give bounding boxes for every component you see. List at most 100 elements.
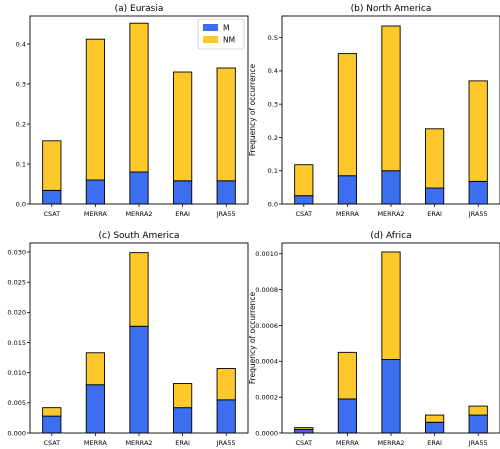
chart-panel-3: (c) South America CSAT MERRA MERRA2 ERAI JRA5…	[7, 231, 249, 447]
bar-nm-erai	[424, 128, 445, 189]
bar-m-erai	[424, 421, 445, 434]
y-tick-label: 0.0	[16, 200, 26, 208]
x-tick-label: JRA55	[216, 210, 236, 218]
y-axis-label: Frequency of occurrence	[248, 63, 257, 156]
bar-nm-merra	[85, 38, 106, 181]
bar-m-jra55	[216, 399, 236, 434]
x-tick-label: ERAI	[175, 210, 190, 218]
chart-panel-2: (b) North America CSAT MERRA MERRA2 ERAI JRA5…	[248, 4, 500, 218]
bar-m-csat	[42, 189, 62, 205]
x-tick-label: MERRA	[336, 439, 359, 447]
x-tick-label: CSAT	[43, 210, 60, 218]
legend-box	[197, 18, 245, 50]
y-tick-label: 0.0004	[255, 358, 278, 366]
x-tick-label: ERAI	[175, 439, 190, 447]
y-tick-label: 0.005	[7, 399, 26, 407]
x-tick-label: MERRA	[84, 210, 107, 218]
x-tick-label: CSAT	[295, 439, 312, 447]
bar-nm-merra	[85, 352, 106, 386]
y-tick-label: 0.000	[7, 429, 26, 437]
bar-nm-erai	[424, 414, 445, 423]
y-tick-label: 0.2	[268, 134, 278, 142]
axes-frame	[29, 15, 249, 205]
chart-title: (c) South America	[99, 231, 180, 241]
bar-m-csat	[294, 428, 314, 434]
y-tick-label: 0.0008	[255, 286, 278, 294]
y-tick-label: 0.0	[268, 200, 278, 208]
y-tick-label: 0.010	[7, 369, 26, 377]
x-tick-label: JRA55	[216, 439, 236, 447]
axes-frame	[29, 242, 249, 434]
y-tick-label: 0.0002	[255, 393, 278, 401]
x-tick-label: MERRA	[84, 439, 107, 447]
y-tick-label: 0.5	[268, 34, 278, 42]
bar-nm-erai	[172, 71, 193, 182]
chart-panel-4: (d) Africa CSAT MERRA MERRA2 ERAI JRA55 0.0000…	[248, 231, 500, 447]
legend-label-m: M	[223, 24, 229, 33]
y-axis-label: Frequency of occurrence	[248, 291, 257, 384]
bar-nm-jra55	[468, 405, 488, 416]
bar-nm-merra2	[381, 251, 401, 360]
bar-nm-merra2	[129, 252, 149, 327]
bar-nm-merra2	[129, 22, 149, 173]
y-tick-label: 0.020	[7, 309, 26, 317]
y-tick-label: 0.030	[7, 248, 26, 256]
y-tick-label: 0.4	[268, 67, 278, 75]
chart-title: (a) Eurasia	[115, 4, 164, 14]
bar-m-csat	[294, 195, 314, 205]
y-tick-label: 0.0006	[255, 322, 278, 330]
bar-m-jra55	[216, 180, 236, 205]
bar-m-merra	[85, 384, 106, 434]
x-tick-label: MERRA2	[125, 439, 152, 447]
bar-m-merra2	[381, 359, 401, 434]
x-tick-label: MERRA2	[377, 439, 404, 447]
x-tick-label: MERRA2	[377, 210, 404, 218]
bar-nm-merra	[337, 53, 358, 177]
bar-m-merra	[85, 179, 106, 205]
bar-m-erai	[172, 407, 193, 434]
x-tick-label: ERAI	[427, 210, 442, 218]
y-tick-label: 0.025	[7, 279, 26, 287]
bar-m-erai	[424, 187, 445, 205]
bar-nm-merra2	[381, 25, 401, 172]
panels: (a) Eurasia CSAT MERRA MERRA2 ERAI JRA55 0.0 0.…	[7, 4, 500, 447]
bar-m-merra	[337, 175, 358, 205]
x-tick-label: JRA55	[468, 210, 488, 218]
bar-nm-csat	[294, 164, 314, 197]
chart-panel-1: (a) Eurasia CSAT MERRA MERRA2 ERAI JRA55 0.0 0.…	[16, 4, 249, 218]
x-tick-label: ERAI	[427, 439, 442, 447]
bar-m-erai	[172, 180, 193, 205]
legend-label-nm: NM	[223, 36, 235, 45]
bar-nm-jra55	[468, 80, 488, 182]
axes-frame	[281, 15, 500, 205]
legend-swatch-nm	[203, 36, 218, 43]
y-tick-label: 0.3	[268, 100, 278, 108]
bar-m-merra2	[381, 170, 401, 205]
bar-nm-erai	[172, 383, 193, 409]
y-tick-label: 0.015	[7, 339, 26, 347]
y-tick-label: 0.1	[16, 160, 26, 168]
bar-m-merra2	[129, 325, 149, 434]
bar-nm-jra55	[216, 67, 236, 182]
x-tick-label: JRA55	[468, 439, 488, 447]
y-tick-label: 0.3	[16, 80, 26, 88]
y-tick-label: 0.1	[268, 167, 278, 175]
legend: M NM	[197, 18, 245, 50]
y-tick-label: 0.0010	[255, 250, 278, 258]
x-tick-label: MERRA	[336, 210, 359, 218]
x-tick-label: MERRA2	[125, 210, 152, 218]
bar-nm-merra	[337, 351, 358, 400]
bar-nm-jra55	[216, 368, 236, 401]
x-tick-label: CSAT	[295, 210, 312, 218]
legend-swatch-m	[203, 24, 218, 31]
bar-nm-csat	[42, 140, 62, 191]
bar-m-jra55	[468, 414, 488, 434]
axes-frame	[281, 242, 500, 434]
chart-title: (b) North America	[351, 4, 432, 14]
y-tick-label: 0.2	[16, 120, 26, 128]
bar-nm-csat	[294, 427, 314, 430]
y-tick-label: 0.4	[16, 40, 26, 48]
y-tick-label: 0.0000	[255, 429, 278, 437]
